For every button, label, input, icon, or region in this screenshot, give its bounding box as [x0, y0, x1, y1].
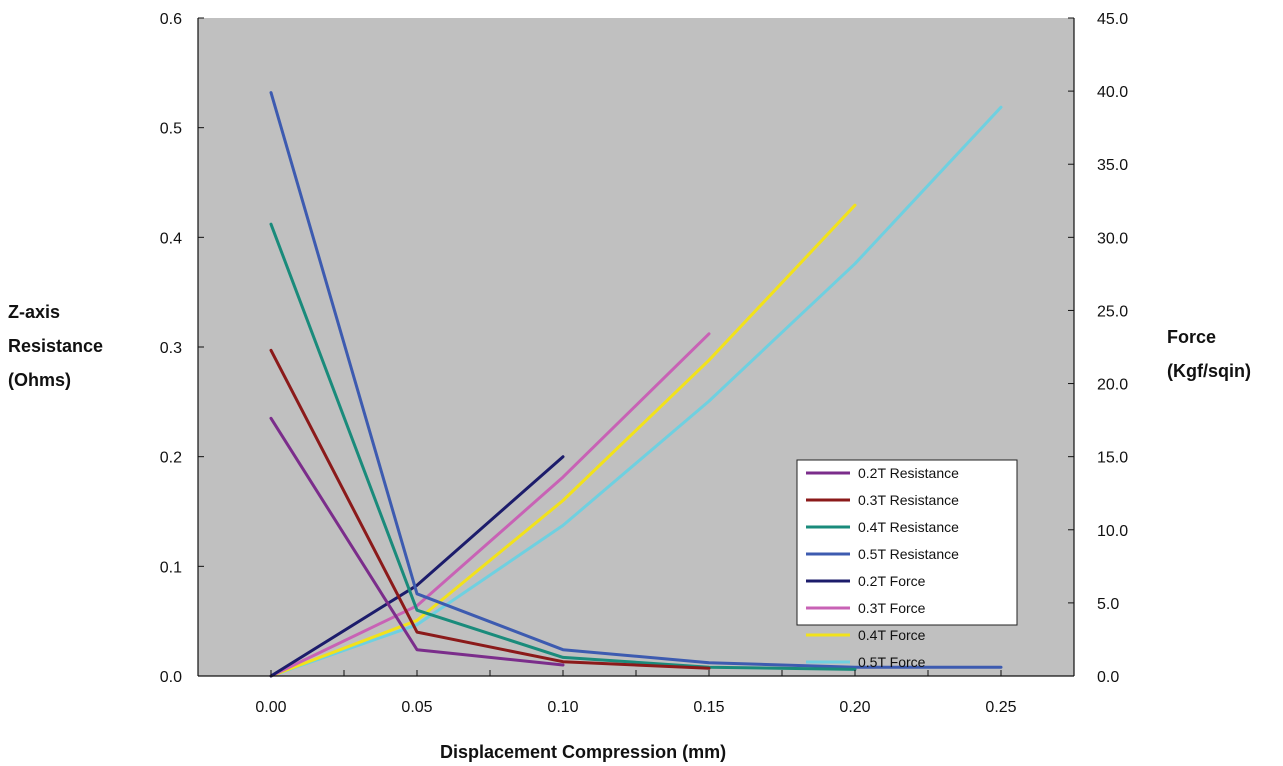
legend-label: 0.2T Force	[858, 573, 926, 589]
y-right-tick-label: 35.0	[1097, 157, 1128, 174]
x-tick-label: 0.00	[255, 699, 286, 716]
y-right-tick-label: 15.0	[1097, 450, 1128, 467]
y-right-tick-label: 45.0	[1097, 11, 1128, 28]
series-line	[269, 222, 857, 671]
y-left-tick-label: 0.6	[160, 11, 182, 28]
right-axis-title-line1: Force	[1167, 327, 1216, 347]
legend-label: 0.4T Resistance	[858, 519, 959, 535]
x-tick-label: 0.25	[985, 699, 1016, 716]
legend-label: 0.2T Resistance	[858, 465, 959, 481]
series-layer	[269, 91, 1003, 678]
legend-box	[796, 459, 1018, 626]
x-tick-label: 0.10	[547, 699, 578, 716]
left-axis-title-line2: Resistance	[8, 336, 103, 356]
legend-label: 0.3T Force	[858, 600, 926, 616]
legend-label: 0.3T Resistance	[858, 492, 959, 508]
right-axis-title-line2: (Kgf/sqin)	[1167, 361, 1251, 381]
y-right-tick-label: 25.0	[1097, 303, 1128, 320]
y-left-tick-label: 0.0	[160, 669, 182, 686]
series-line	[269, 105, 1003, 678]
series-line	[269, 91, 1003, 669]
axis-layer: 0.00 0.05 0.10 0.15 0.20 0.25 0.0 0.1 0.2 0.3 0.4 0…	[160, 11, 1128, 716]
y-left-tick-label: 0.3	[160, 340, 182, 357]
left-axis-title-line1: Z-axis	[8, 302, 60, 322]
x-tick-label: 0.05	[401, 699, 432, 716]
y-left-tick-label: 0.1	[160, 559, 182, 576]
legend-label: 0.5T Resistance	[858, 546, 959, 562]
legend-label: 0.4T Force	[858, 627, 926, 643]
left-axis-title-line3: (Ohms)	[8, 370, 71, 390]
x-axis-title: Displacement Compression (mm)	[440, 742, 726, 762]
legend: 0.2T Resistance 0.3T Resistance 0.4T Resis…	[796, 459, 1018, 670]
series-line	[269, 455, 565, 678]
series-line	[269, 332, 711, 678]
y-left-tick-label: 0.2	[160, 450, 182, 467]
y-right-tick-label: 20.0	[1097, 377, 1128, 394]
legend-label: 0.5T Force	[858, 654, 926, 670]
series-line	[269, 203, 857, 678]
y-right-tick-label: 40.0	[1097, 84, 1128, 101]
x-tick-label: 0.15	[693, 699, 724, 716]
series-line	[269, 348, 711, 670]
y-right-tick-label: 5.0	[1097, 596, 1119, 613]
y-left-tick-label: 0.5	[160, 121, 182, 138]
series-line	[269, 416, 565, 667]
y-right-tick-label: 0.0	[1097, 669, 1119, 686]
y-right-tick-label: 10.0	[1097, 523, 1128, 540]
y-left-tick-label: 0.4	[160, 230, 182, 247]
y-right-tick-label: 30.0	[1097, 230, 1128, 247]
x-tick-label: 0.20	[839, 699, 870, 716]
